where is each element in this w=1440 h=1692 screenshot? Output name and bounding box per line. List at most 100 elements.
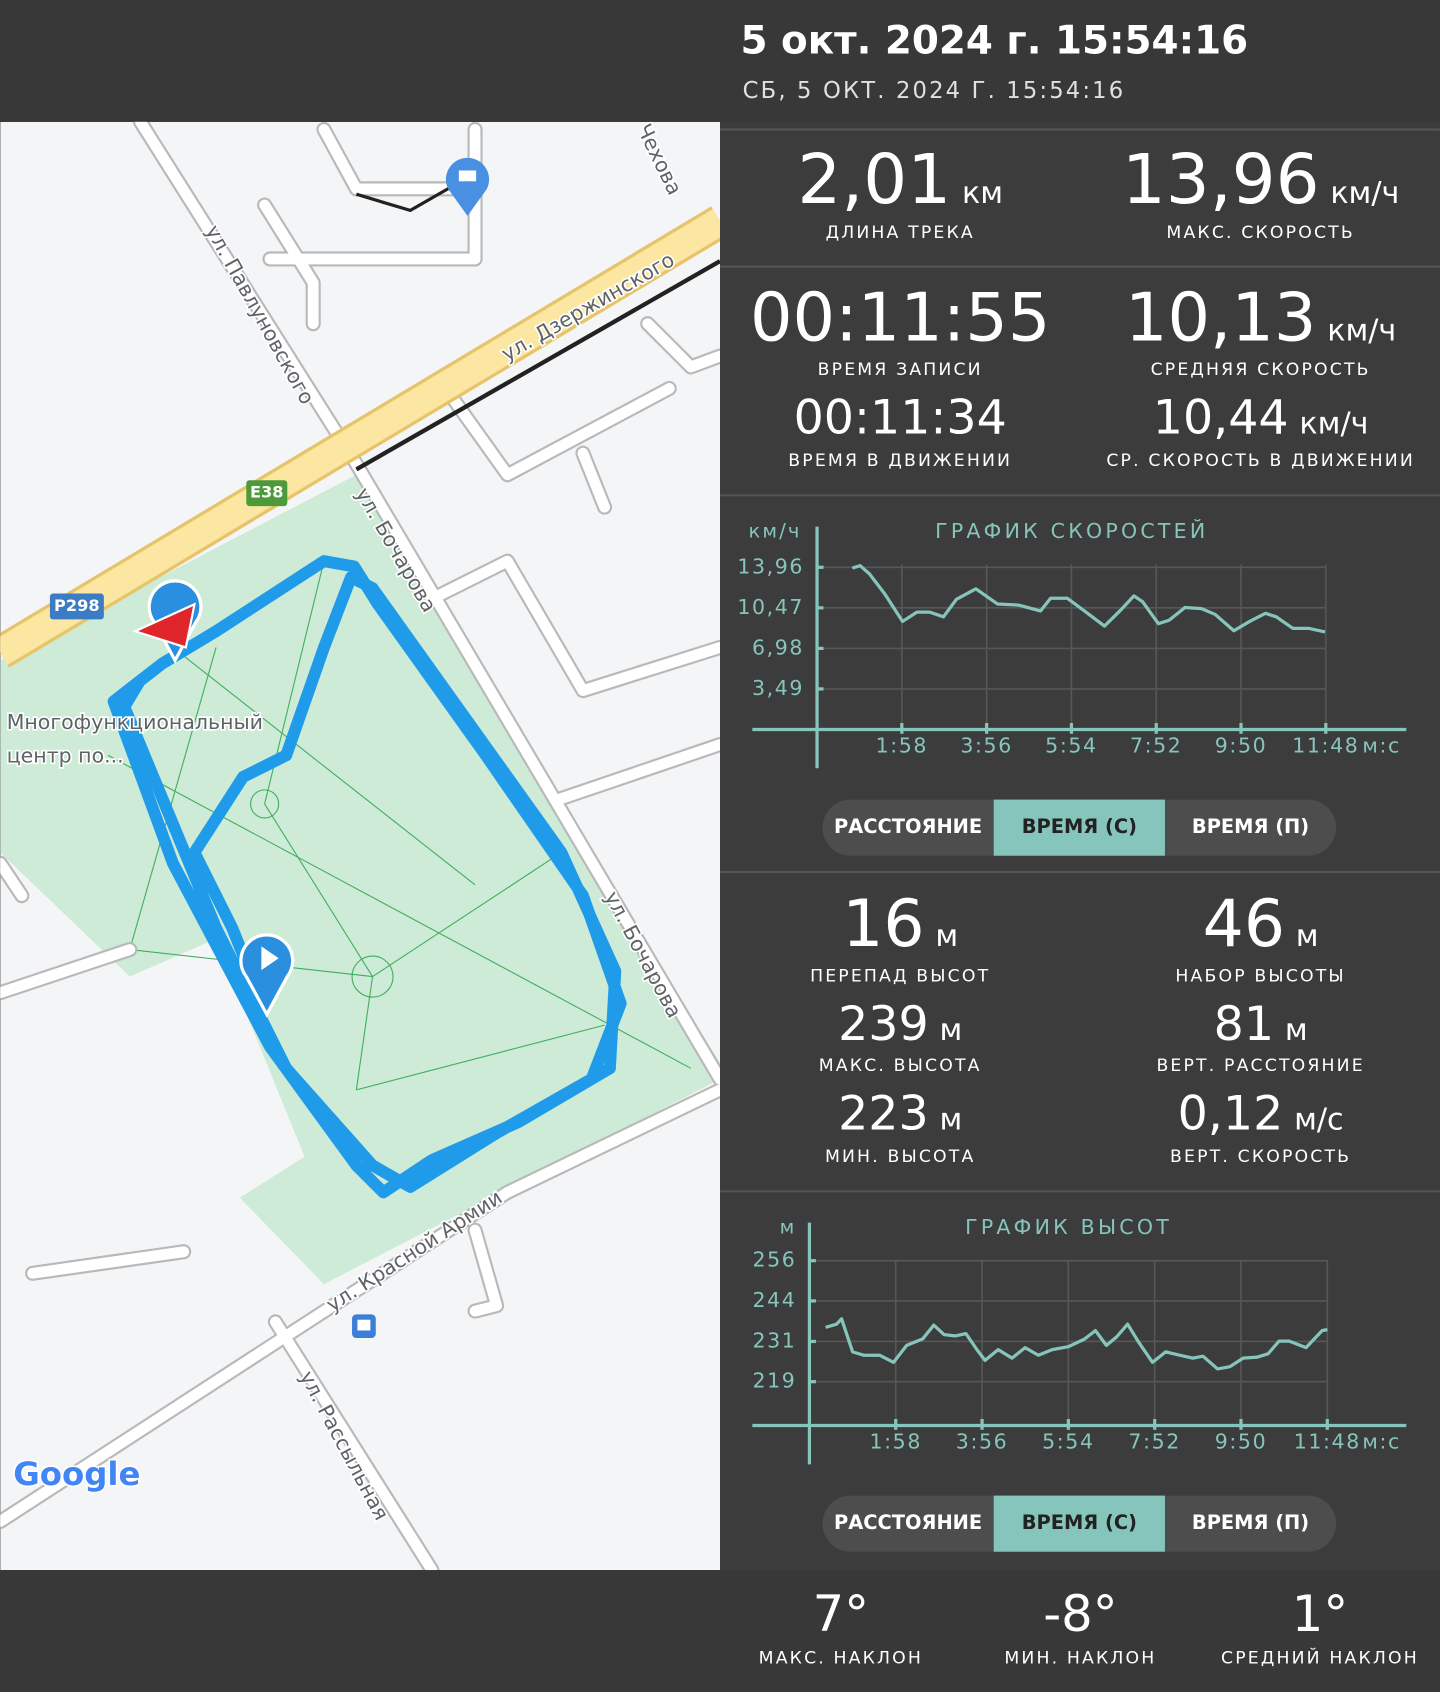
y-tick-label: 6,98 xyxy=(752,635,804,659)
mode-selector[interactable]: РАССТОЯНИЕ ВРЕМЯ (С) ВРЕМЯ (П) xyxy=(822,1495,1337,1552)
stat-label: МАКС. ВЫСОТА xyxy=(819,1056,982,1076)
y-tick-label: 10,47 xyxy=(737,595,804,619)
stat-value: 46 м xyxy=(1203,887,1319,962)
stat-unit: км/ч xyxy=(1299,407,1368,442)
stat-value: 1° xyxy=(1292,1585,1348,1643)
x-tick-label: 1:58 xyxy=(869,1430,922,1454)
mode-button[interactable]: РАССТОЯНИЕ xyxy=(834,1511,982,1534)
x-tick-label: 9:50 xyxy=(1215,734,1268,758)
mode-button[interactable]: ВРЕМЯ (П) xyxy=(1192,1511,1309,1534)
x-tick-label: 11:48 xyxy=(1294,1430,1361,1454)
stat-value: 81 м xyxy=(1214,997,1308,1052)
stat-number: 81 xyxy=(1214,997,1274,1052)
shop-icon[interactable] xyxy=(445,157,490,216)
y-tick-label: 244 xyxy=(752,1288,796,1312)
y-tick-label: 13,96 xyxy=(737,554,804,578)
stat-value: 00:11:55 xyxy=(750,278,1050,356)
stat-value: 0,12 м/с xyxy=(1178,1087,1344,1142)
stat-label: СРЕДНЯЯ СКОРОСТЬ xyxy=(1151,360,1371,380)
stat-unit: м xyxy=(1296,919,1319,954)
stat-number: 7° xyxy=(813,1585,869,1643)
x-tick-label: 5:54 xyxy=(1042,1430,1095,1454)
stat-unit: м xyxy=(935,919,958,954)
stat-unit: км/ч xyxy=(1327,313,1396,348)
park xyxy=(0,474,720,1285)
stat-label: МИН. НАКЛОН xyxy=(1004,1649,1156,1669)
x-tick-label: 3:56 xyxy=(960,734,1013,758)
x-tick-label: 9:50 xyxy=(1215,1430,1268,1454)
stat-label: ВРЕМЯ В ДВИЖЕНИИ xyxy=(788,451,1012,471)
bottom-bar xyxy=(0,1570,1440,1692)
y-tick-label: 219 xyxy=(752,1369,796,1393)
stat-label: ВЕРТ. РАССТОЯНИЕ xyxy=(1156,1056,1364,1076)
y-tick-label: 3,49 xyxy=(752,676,804,700)
stat-number: 0,12 xyxy=(1178,1087,1284,1142)
stat-label: МАКС. СКОРОСТЬ xyxy=(1166,223,1354,243)
stat-number: 10,44 xyxy=(1153,391,1289,446)
mode-button[interactable]: РАССТОЯНИЕ xyxy=(834,815,982,838)
x-tick-label: 7:52 xyxy=(1130,734,1183,758)
map[interactable]: E38 Р298 ул. Дзержинского ул. Павлуновск… xyxy=(0,120,720,1571)
data-line xyxy=(851,564,1326,634)
top-bar xyxy=(0,0,1440,122)
stat-number: 1° xyxy=(1292,1585,1348,1643)
stat-value: 2,01 км xyxy=(797,140,1003,220)
stat-label: ВЕРТ. СКОРОСТЬ xyxy=(1170,1147,1351,1167)
stat-label: ДЛИНА ТРЕКА xyxy=(826,223,975,243)
poi-label[interactable]: центр по... xyxy=(5,742,125,769)
selected-segment xyxy=(993,799,1165,856)
stat-number: 16 xyxy=(842,887,924,962)
stat-number: 2,01 xyxy=(797,140,951,220)
stat-value: 10,13 км/ч xyxy=(1125,278,1396,356)
stat-label: ВРЕМЯ ЗАПИСИ xyxy=(818,360,983,380)
map-logo: Google xyxy=(13,1455,140,1493)
stat-value: 00:11:34 xyxy=(794,391,1007,446)
dynamic-content: 2,01 км ДЛИНА ТРЕКА 13,96 км/ч МАКС. СКОРОСТЬ… xyxy=(737,140,1416,1669)
track xyxy=(107,555,627,1199)
badge-p298: Р298 xyxy=(49,593,104,620)
stat-value: 10,44 км/ч xyxy=(1153,391,1369,446)
stat-number: 239 xyxy=(838,997,929,1052)
stat-unit: м/с xyxy=(1294,1103,1344,1138)
stat-value: 13,96 км/ч xyxy=(1122,140,1400,220)
end-pin[interactable] xyxy=(132,579,203,664)
x-tick-label: 1:58 xyxy=(876,734,929,758)
bus-icon[interactable] xyxy=(352,1314,376,1339)
road-badge: E38 xyxy=(250,483,284,502)
stat-unit: м xyxy=(1285,1013,1308,1048)
mode-button[interactable]: ВРЕМЯ (С) xyxy=(1022,815,1137,838)
x-tick-label: 11:48 xyxy=(1292,734,1359,758)
y-unit: км/ч xyxy=(749,519,802,542)
stat-number: 13,96 xyxy=(1122,140,1320,220)
stat-unit: м xyxy=(940,1013,963,1048)
selected-segment xyxy=(993,1495,1165,1552)
stat-number: -8° xyxy=(1043,1585,1117,1643)
stat-value: 223 м xyxy=(838,1087,962,1142)
stat-number: 223 xyxy=(838,1087,929,1142)
poi-label[interactable]: Многофункциональный xyxy=(5,708,265,735)
badge-e38: E38 xyxy=(246,480,288,507)
chart-title: ГРАФИК СКОРОСТЕЙ xyxy=(935,518,1208,543)
stat-unit: м xyxy=(940,1103,963,1138)
stat-number: 10,13 xyxy=(1125,278,1317,356)
mode-button[interactable]: ВРЕМЯ (П) xyxy=(1192,815,1309,838)
x-tick-label: 3:56 xyxy=(956,1430,1009,1454)
stat-number: 46 xyxy=(1203,887,1285,962)
stat-label: НАБОР ВЫСОТЫ xyxy=(1175,967,1345,987)
x-unit: м:с xyxy=(1362,1430,1401,1454)
mode-button[interactable]: ВРЕМЯ (С) xyxy=(1022,1511,1137,1534)
x-unit: м:с xyxy=(1362,734,1401,758)
separators xyxy=(719,128,1440,1193)
start-pin[interactable] xyxy=(239,933,295,1018)
stat-unit: км xyxy=(962,176,1003,211)
stat-number: 00:11:55 xyxy=(750,278,1050,356)
stat-label: МИН. ВЫСОТА xyxy=(825,1147,975,1167)
road-badge: Р298 xyxy=(54,596,100,615)
stat-label: МАКС. НАКЛОН xyxy=(759,1649,923,1669)
mode-selector[interactable]: РАССТОЯНИЕ ВРЕМЯ (С) ВРЕМЯ (П) xyxy=(822,799,1337,856)
stat-value: 239 м xyxy=(838,997,962,1052)
stat-value: -8° xyxy=(1043,1585,1117,1643)
stat-label: СР. СКОРОСТЬ В ДВИЖЕНИИ xyxy=(1106,451,1415,471)
